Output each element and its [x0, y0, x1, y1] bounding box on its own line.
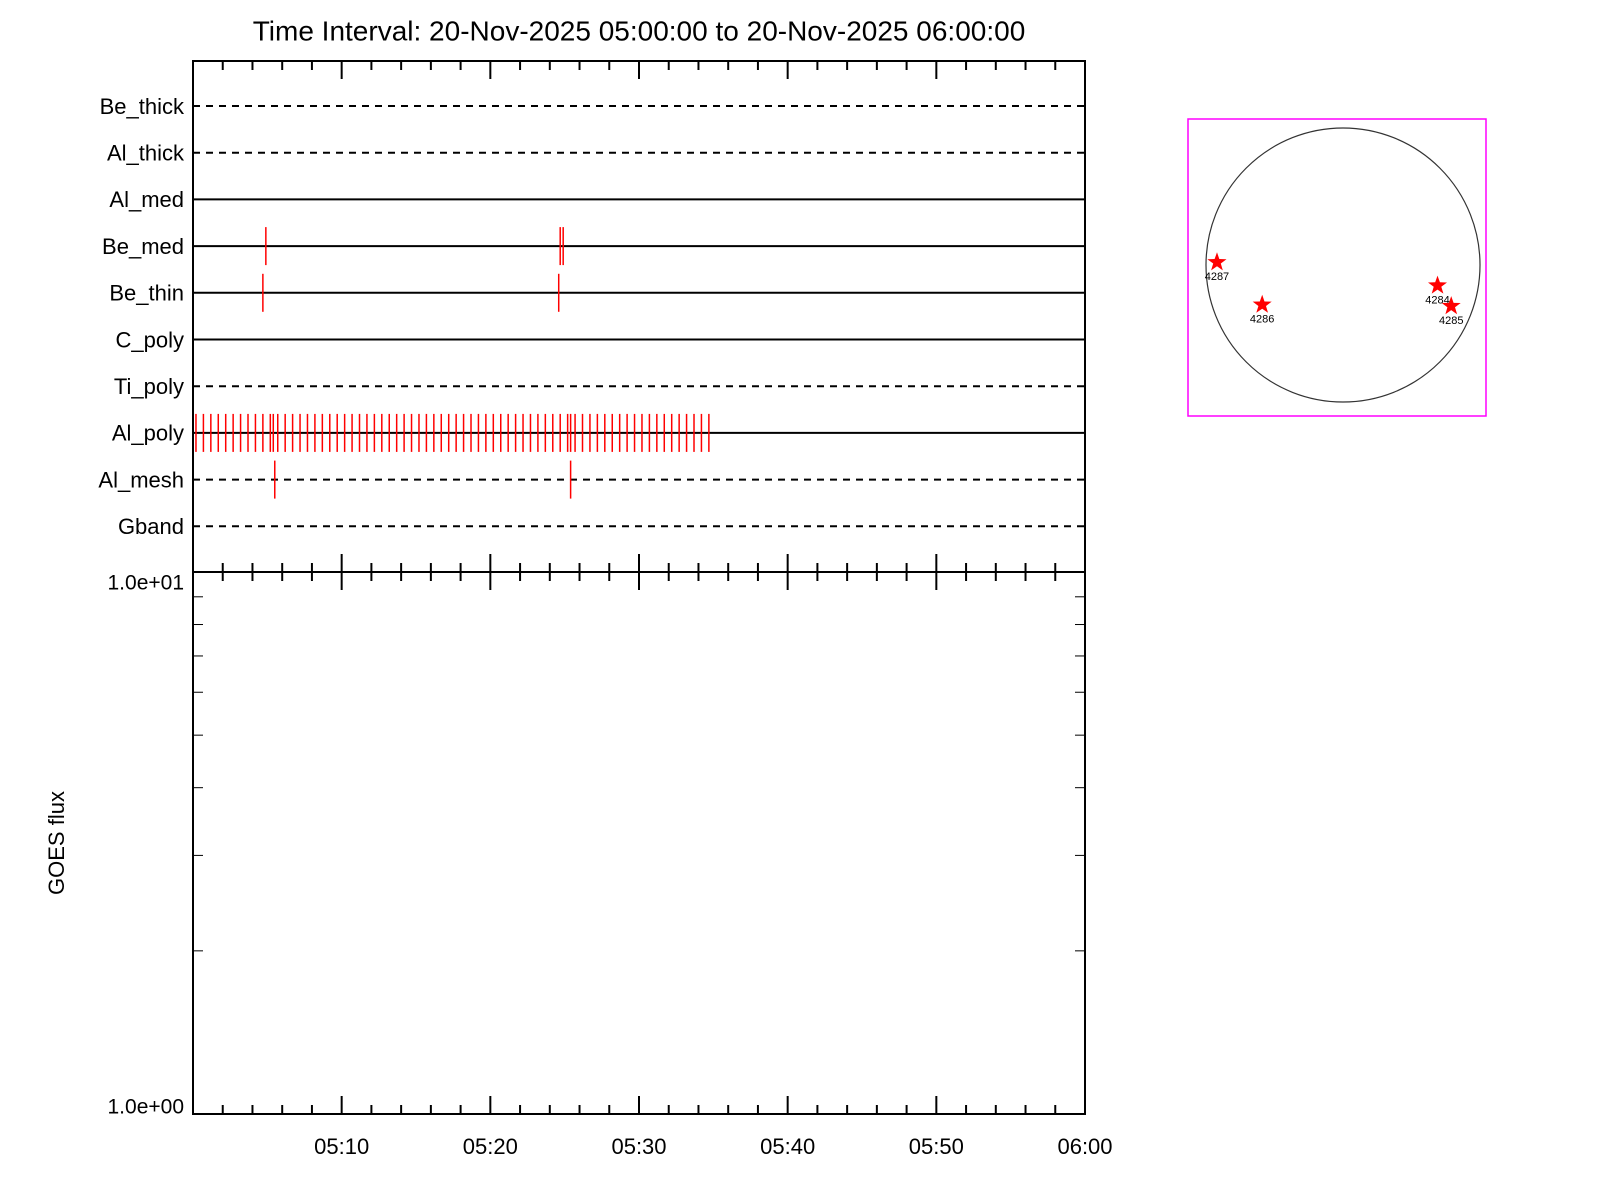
panel-frame — [192, 60, 1086, 573]
row-label: Be_thin — [109, 281, 184, 306]
y-tick-label: 1.0e+00 — [108, 1096, 185, 1119]
row-label: Al_poly — [112, 421, 184, 446]
region-label: 4286 — [1250, 314, 1274, 326]
x-tick-label: 05:20 — [463, 1134, 518, 1159]
region-marker — [1428, 275, 1447, 294]
region-marker — [1207, 252, 1227, 271]
x-tick-label: 05:10 — [314, 1134, 369, 1159]
row-label: Be_med — [102, 234, 184, 259]
map-frame — [1187, 118, 1487, 417]
row-label: Al_med — [109, 187, 184, 212]
row-label: C_poly — [116, 327, 184, 352]
row-label: Al_mesh — [98, 467, 184, 492]
row-label: Ti_poly — [114, 374, 184, 399]
x-tick-label: 06:00 — [1057, 1134, 1112, 1159]
solar-disk — [1205, 127, 1481, 403]
row-label: Al_thick — [107, 141, 185, 166]
chart-title: Time Interval: 20-Nov-2025 05:00:00 to 2… — [253, 15, 1026, 46]
y-axis-label: GOES flux — [44, 791, 69, 895]
x-tick-label: 05:40 — [760, 1134, 815, 1159]
region-label: 4285 — [1439, 315, 1463, 327]
panel-frame — [192, 571, 1086, 1115]
row-label: Gband — [118, 514, 184, 539]
x-tick-label: 05:30 — [611, 1134, 666, 1159]
region-marker — [1252, 294, 1272, 313]
y-tick-label: 1.0e+01 — [108, 572, 185, 595]
x-tick-label: 05:50 — [909, 1134, 964, 1159]
row-label: Be_thick — [100, 94, 185, 119]
region-label: 4287 — [1205, 271, 1229, 283]
region-marker — [1441, 296, 1461, 315]
